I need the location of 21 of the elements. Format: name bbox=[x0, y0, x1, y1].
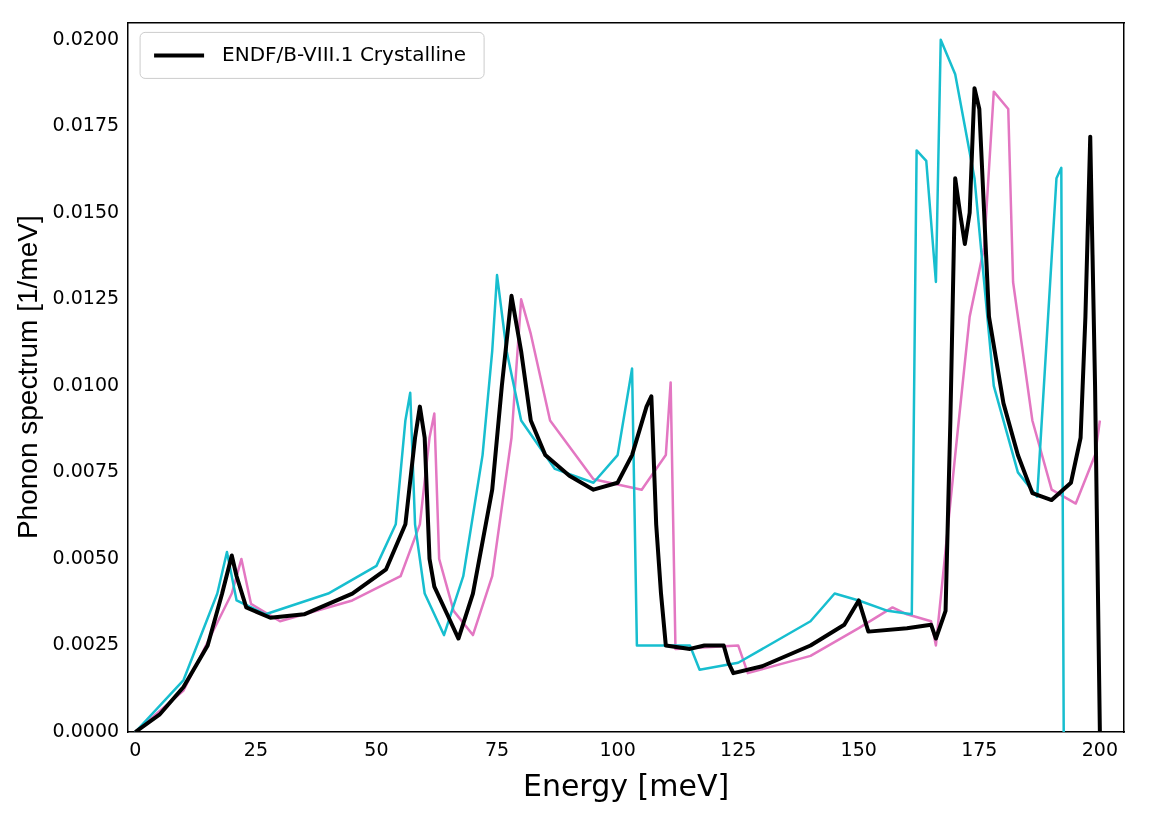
legend-label: ENDF/B-VIII.1 Crystalline bbox=[222, 41, 467, 66]
x-tick-label: 75 bbox=[484, 738, 510, 761]
y-tick-label: 0.0025 bbox=[52, 632, 120, 655]
y-tick-label: 0.0150 bbox=[52, 199, 120, 222]
x-tick-label: 175 bbox=[961, 738, 998, 761]
y-tick-label: 0.0000 bbox=[52, 718, 120, 741]
y-tick-label: 0.0050 bbox=[52, 545, 120, 568]
y-tick-label: 0.0125 bbox=[52, 286, 120, 309]
x-axis-title: Energy [meV] bbox=[522, 767, 730, 803]
x-tick-label: 150 bbox=[840, 738, 877, 761]
y-axis-title: Phonon spectrum [1/meV] bbox=[11, 215, 43, 540]
x-tick-label: 100 bbox=[599, 738, 636, 761]
y-tick-label: 0.0175 bbox=[52, 113, 120, 136]
y-tick-label: 0.0075 bbox=[52, 459, 120, 482]
x-tick-label: 25 bbox=[243, 738, 268, 761]
x-tick-label: 50 bbox=[364, 738, 389, 761]
x-tick-label: 0 bbox=[129, 738, 142, 761]
y-tick-label: 0.0200 bbox=[52, 26, 120, 49]
x-tick-label: 125 bbox=[720, 738, 757, 761]
x-tick-label: 200 bbox=[1081, 738, 1119, 761]
y-tick-label: 0.0100 bbox=[52, 372, 120, 395]
